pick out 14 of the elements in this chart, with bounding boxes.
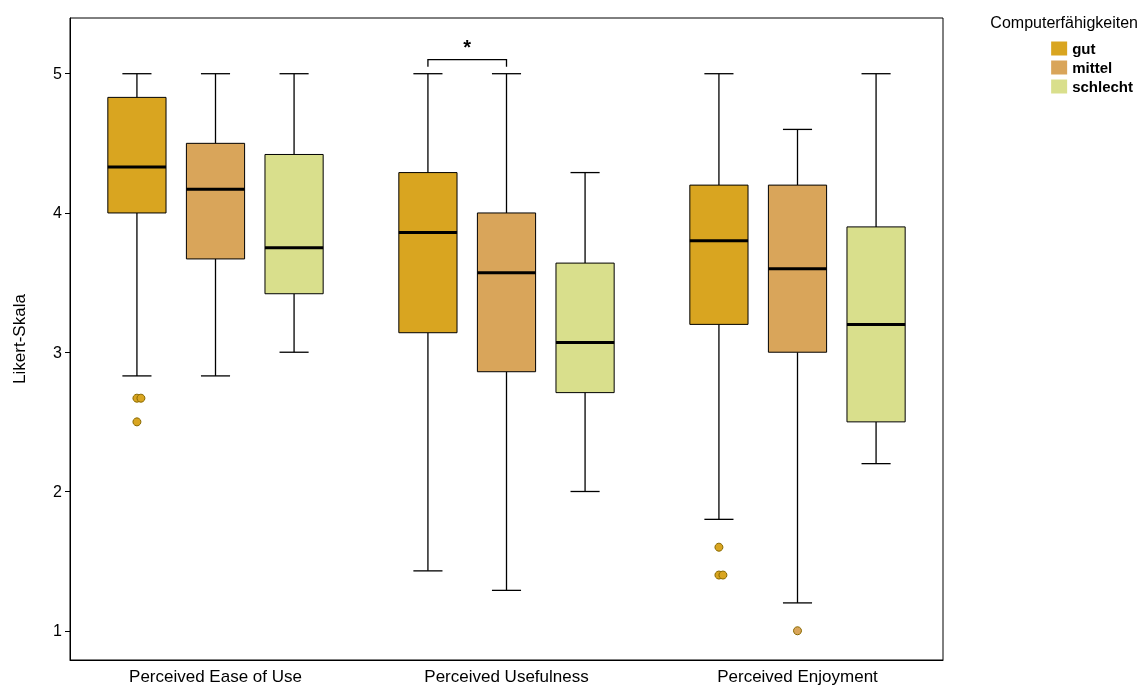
annotation: * xyxy=(463,35,472,58)
legend-label: mittel xyxy=(1072,59,1113,76)
x-tick-label: Perceived Enjoyment xyxy=(717,667,879,686)
legend-title: Computerfähigkeiten xyxy=(990,13,1138,31)
x-tick-label: Perceived Ease of Use xyxy=(129,667,302,686)
legend-label: schlecht xyxy=(1072,78,1133,95)
y-tick-label: 2 xyxy=(53,482,63,500)
y-tick-label: 1 xyxy=(53,622,63,640)
y-tick-label: 4 xyxy=(53,204,63,222)
legend-label: gut xyxy=(1072,40,1096,57)
x-tick-label: Perceived Usefulness xyxy=(424,667,589,686)
y-tick-label: 3 xyxy=(53,343,63,361)
y-axis-title: Likert-Skala xyxy=(10,293,29,384)
y-tick-label: 5 xyxy=(53,65,63,83)
